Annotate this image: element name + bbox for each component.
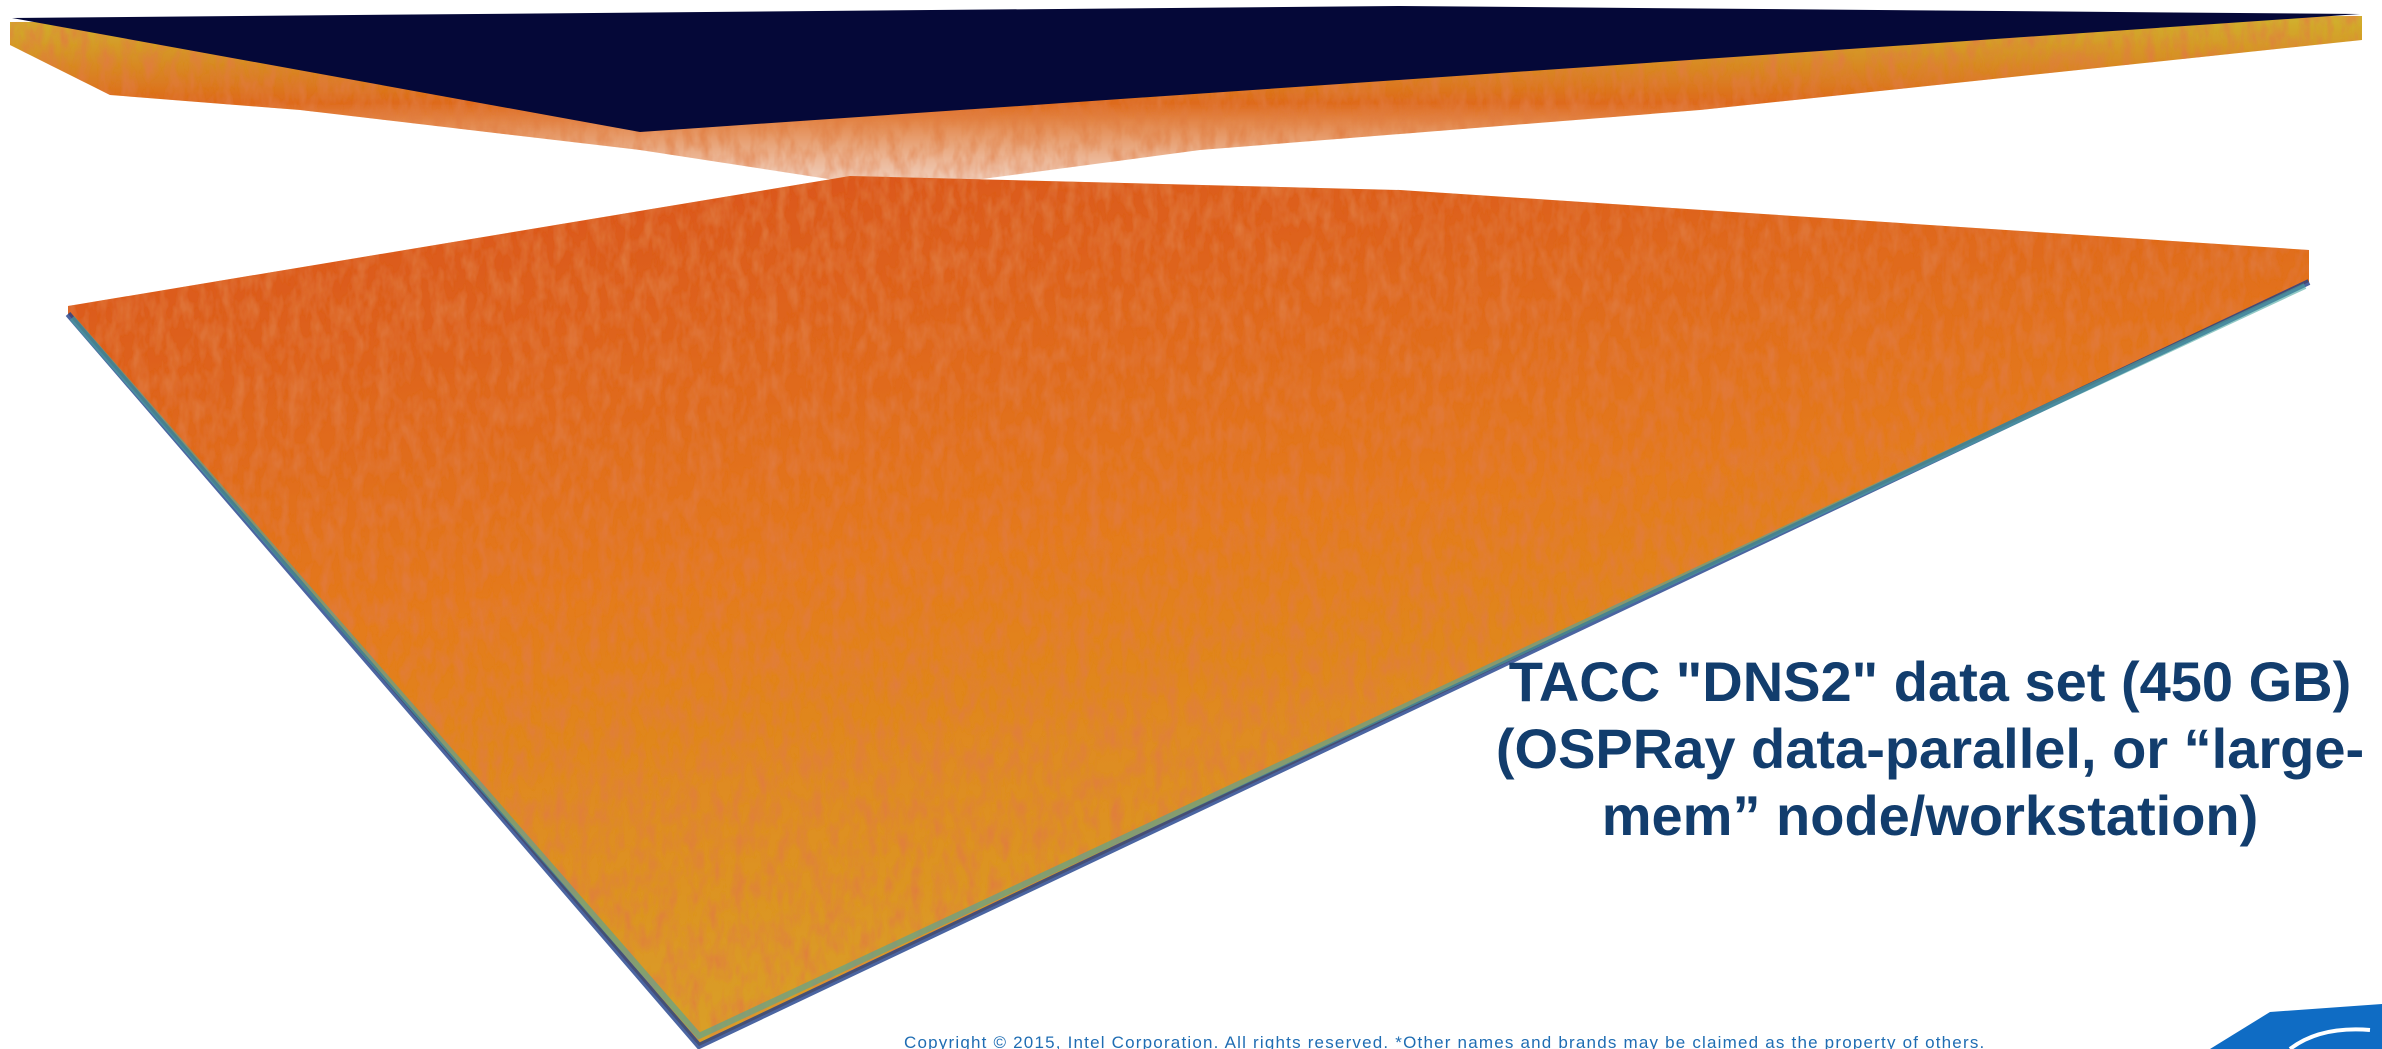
caption: TACC "DNS2" data set (450 GB) (OSPRay da…	[1480, 648, 2380, 849]
logo	[2210, 1004, 2382, 1049]
volume-rendering	[0, 0, 2382, 1049]
slide: TACC "DNS2" data set (450 GB) (OSPRay da…	[0, 0, 2382, 1049]
lower-slab	[68, 176, 2309, 1046]
caption-line: TACC "DNS2" data set (450 GB)	[1480, 648, 2380, 715]
caption-line: mem” node/workstation)	[1480, 782, 2380, 849]
caption-line: (OSPRay data-parallel, or “large-	[1480, 715, 2380, 782]
copyright: Copyright © 2015, Intel Corporation. All…	[904, 1033, 1985, 1049]
